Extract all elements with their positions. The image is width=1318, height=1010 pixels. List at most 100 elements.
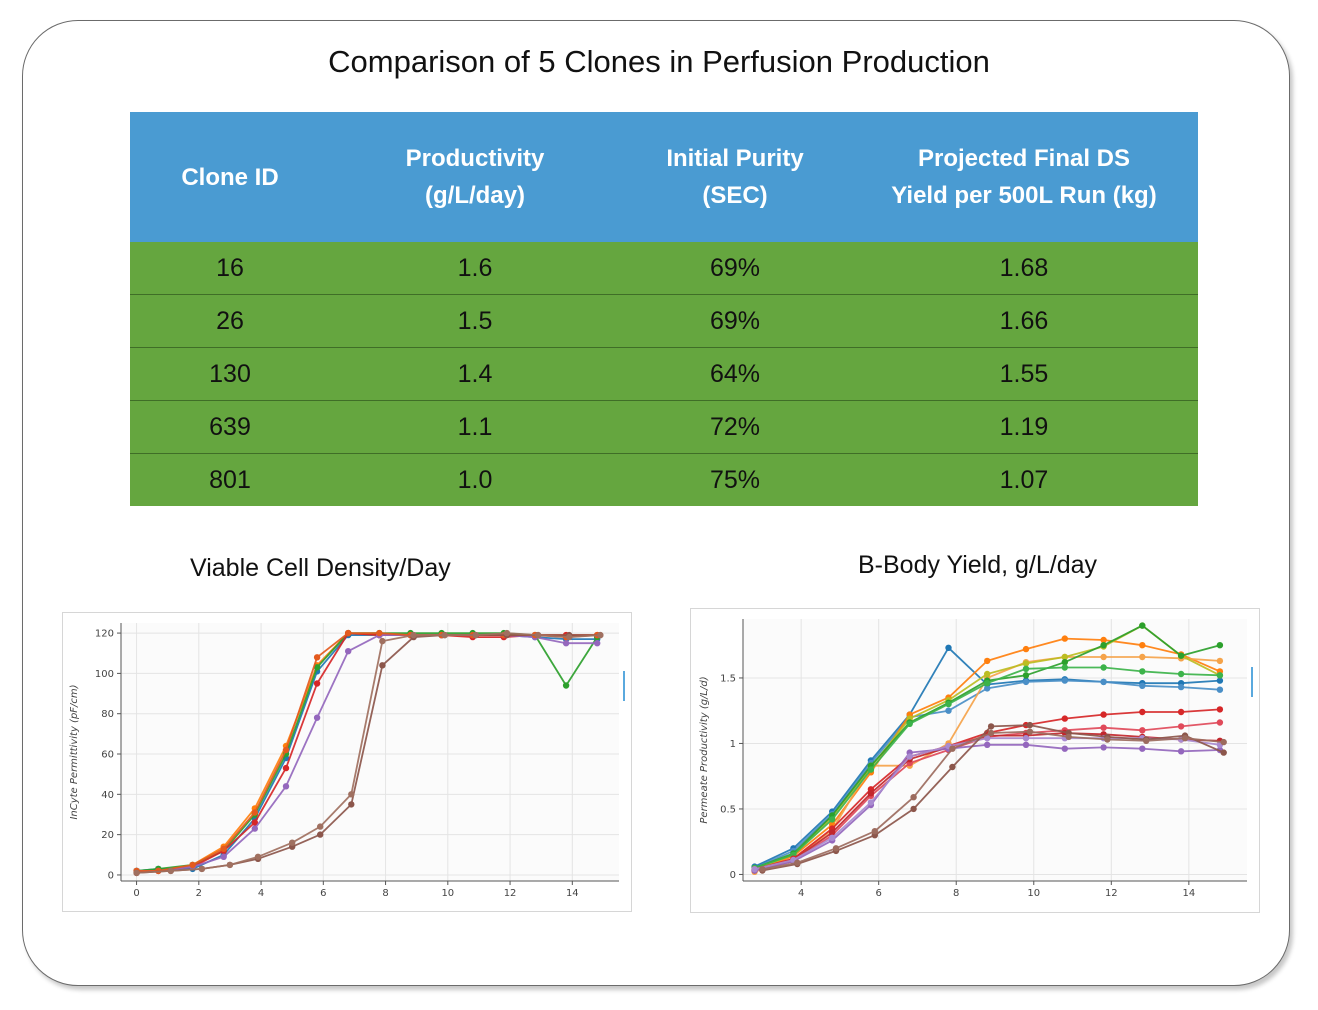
data-point bbox=[1026, 728, 1034, 735]
x-tick-label: 10 bbox=[1027, 888, 1040, 899]
data-point bbox=[289, 839, 296, 846]
cell-projected-yield: 1.55 bbox=[850, 347, 1198, 401]
cell-initial-purity: 72% bbox=[620, 400, 850, 454]
y-tick-label: 20 bbox=[101, 830, 114, 841]
data-point bbox=[1022, 741, 1030, 748]
cell-productivity: 1.0 bbox=[330, 453, 620, 506]
yield-chart-title: B-Body Yield, g/L/day bbox=[858, 551, 1098, 579]
data-point bbox=[867, 766, 875, 773]
data-point bbox=[1181, 735, 1189, 742]
header-productivity-label: Productivity bbox=[405, 145, 545, 172]
table-row: 801 1.0 75% 1.07 bbox=[130, 453, 1198, 506]
y-tick-label: 1.5 bbox=[720, 673, 736, 684]
header-initial-purity-label: Initial Purity bbox=[666, 145, 804, 172]
header-initial-purity: Initial Purity (SEC) bbox=[620, 112, 850, 242]
data-point bbox=[1139, 653, 1146, 661]
x-tick-label: 10 bbox=[441, 888, 454, 899]
series-line bbox=[136, 632, 601, 874]
data-point bbox=[794, 859, 801, 866]
data-point bbox=[759, 866, 766, 873]
data-point bbox=[1100, 711, 1107, 718]
data-point bbox=[379, 662, 386, 669]
data-point bbox=[984, 680, 991, 687]
data-point bbox=[1061, 677, 1068, 684]
data-point bbox=[251, 819, 258, 826]
data-point bbox=[1177, 748, 1185, 755]
cell-productivity: 1.6 bbox=[330, 242, 620, 295]
cell-projected-yield: 1.19 bbox=[850, 400, 1198, 454]
data-point bbox=[945, 644, 952, 651]
y-tick-label: 0.5 bbox=[720, 804, 736, 815]
data-point bbox=[562, 682, 570, 689]
page-title: Comparison of 5 Clones in Perfusion Prod… bbox=[328, 44, 990, 79]
y-tick-label: 1 bbox=[730, 739, 736, 750]
x-tick-label: 8 bbox=[953, 888, 959, 899]
data-point bbox=[282, 746, 290, 754]
cell-clone-id: 16 bbox=[130, 242, 330, 295]
data-point bbox=[1177, 670, 1185, 678]
data-point bbox=[1100, 642, 1107, 649]
data-point bbox=[251, 809, 258, 816]
yield-chart-svg: 0 0.5 1 1.5 4 6 8 10 12 14 Permeate Productivity (… bbox=[699, 619, 1253, 899]
header-projected-yield-label: Projected Final DS bbox=[917, 145, 1131, 172]
data-point bbox=[220, 853, 227, 860]
cell-projected-yield: 1.07 bbox=[850, 453, 1198, 506]
data-point bbox=[1065, 733, 1072, 741]
data-point bbox=[945, 700, 952, 708]
data-point bbox=[313, 664, 321, 671]
data-point bbox=[1177, 723, 1185, 730]
series-line bbox=[136, 634, 598, 872]
cell-initial-purity: 69% bbox=[620, 294, 850, 348]
plot-area bbox=[121, 623, 619, 881]
header-initial-purity-unit: (SEC) bbox=[702, 182, 768, 209]
header-clone-id-label: Clone ID bbox=[181, 163, 279, 191]
data-point bbox=[226, 861, 234, 869]
data-point bbox=[313, 654, 321, 661]
x-tick-label: 4 bbox=[258, 888, 264, 899]
data-point bbox=[282, 783, 290, 790]
data-point bbox=[1100, 724, 1107, 731]
y-tick-label: 60 bbox=[101, 750, 114, 761]
data-point bbox=[910, 805, 917, 813]
data-point bbox=[1216, 706, 1224, 713]
data-point bbox=[829, 816, 836, 823]
data-point bbox=[987, 723, 995, 730]
data-point bbox=[189, 861, 196, 869]
series-14 bbox=[759, 728, 1227, 873]
clone-comparison-table: Clone ID Productivity (g/L/day) Initial P… bbox=[130, 112, 1198, 506]
cell-initial-purity: 69% bbox=[620, 242, 850, 295]
data-point bbox=[1022, 735, 1030, 742]
data-point bbox=[1022, 660, 1030, 667]
data-point bbox=[867, 799, 875, 806]
data-point bbox=[1100, 664, 1107, 671]
header-productivity: Productivity (g/L/day) bbox=[330, 112, 620, 242]
data-point bbox=[566, 633, 573, 641]
yield-chart: 0 0.5 1 1.5 4 6 8 10 12 14 Permeate Productivity (… bbox=[690, 608, 1260, 913]
data-point bbox=[376, 629, 383, 637]
table-row: 130 1.4 64% 1.55 bbox=[130, 347, 1198, 401]
data-point bbox=[534, 631, 542, 639]
data-point bbox=[597, 631, 604, 639]
data-point bbox=[871, 828, 878, 835]
data-point bbox=[198, 865, 206, 873]
data-point bbox=[984, 657, 991, 665]
data-point bbox=[317, 823, 324, 830]
data-point bbox=[984, 735, 991, 742]
y-axis-label: Permeate Productivity (g/L/d) bbox=[699, 676, 710, 823]
y-tick-label: 40 bbox=[101, 790, 114, 801]
header-clone-id: Clone ID bbox=[130, 112, 330, 242]
table-row: 639 1.1 72% 1.19 bbox=[130, 400, 1198, 454]
data-point bbox=[1216, 672, 1224, 679]
data-point bbox=[1061, 664, 1068, 671]
cell-clone-id: 26 bbox=[130, 294, 330, 348]
data-point bbox=[1139, 708, 1146, 716]
data-point bbox=[1104, 736, 1111, 743]
cell-clone-id: 130 bbox=[130, 347, 330, 401]
data-point bbox=[1022, 678, 1030, 686]
x-tick-label: 14 bbox=[566, 888, 579, 899]
series-12 bbox=[751, 735, 1224, 873]
header-productivity-unit: (g/L/day) bbox=[425, 182, 525, 209]
data-point bbox=[254, 853, 262, 860]
x-tick-label: 14 bbox=[1182, 888, 1195, 899]
data-point bbox=[594, 640, 601, 647]
